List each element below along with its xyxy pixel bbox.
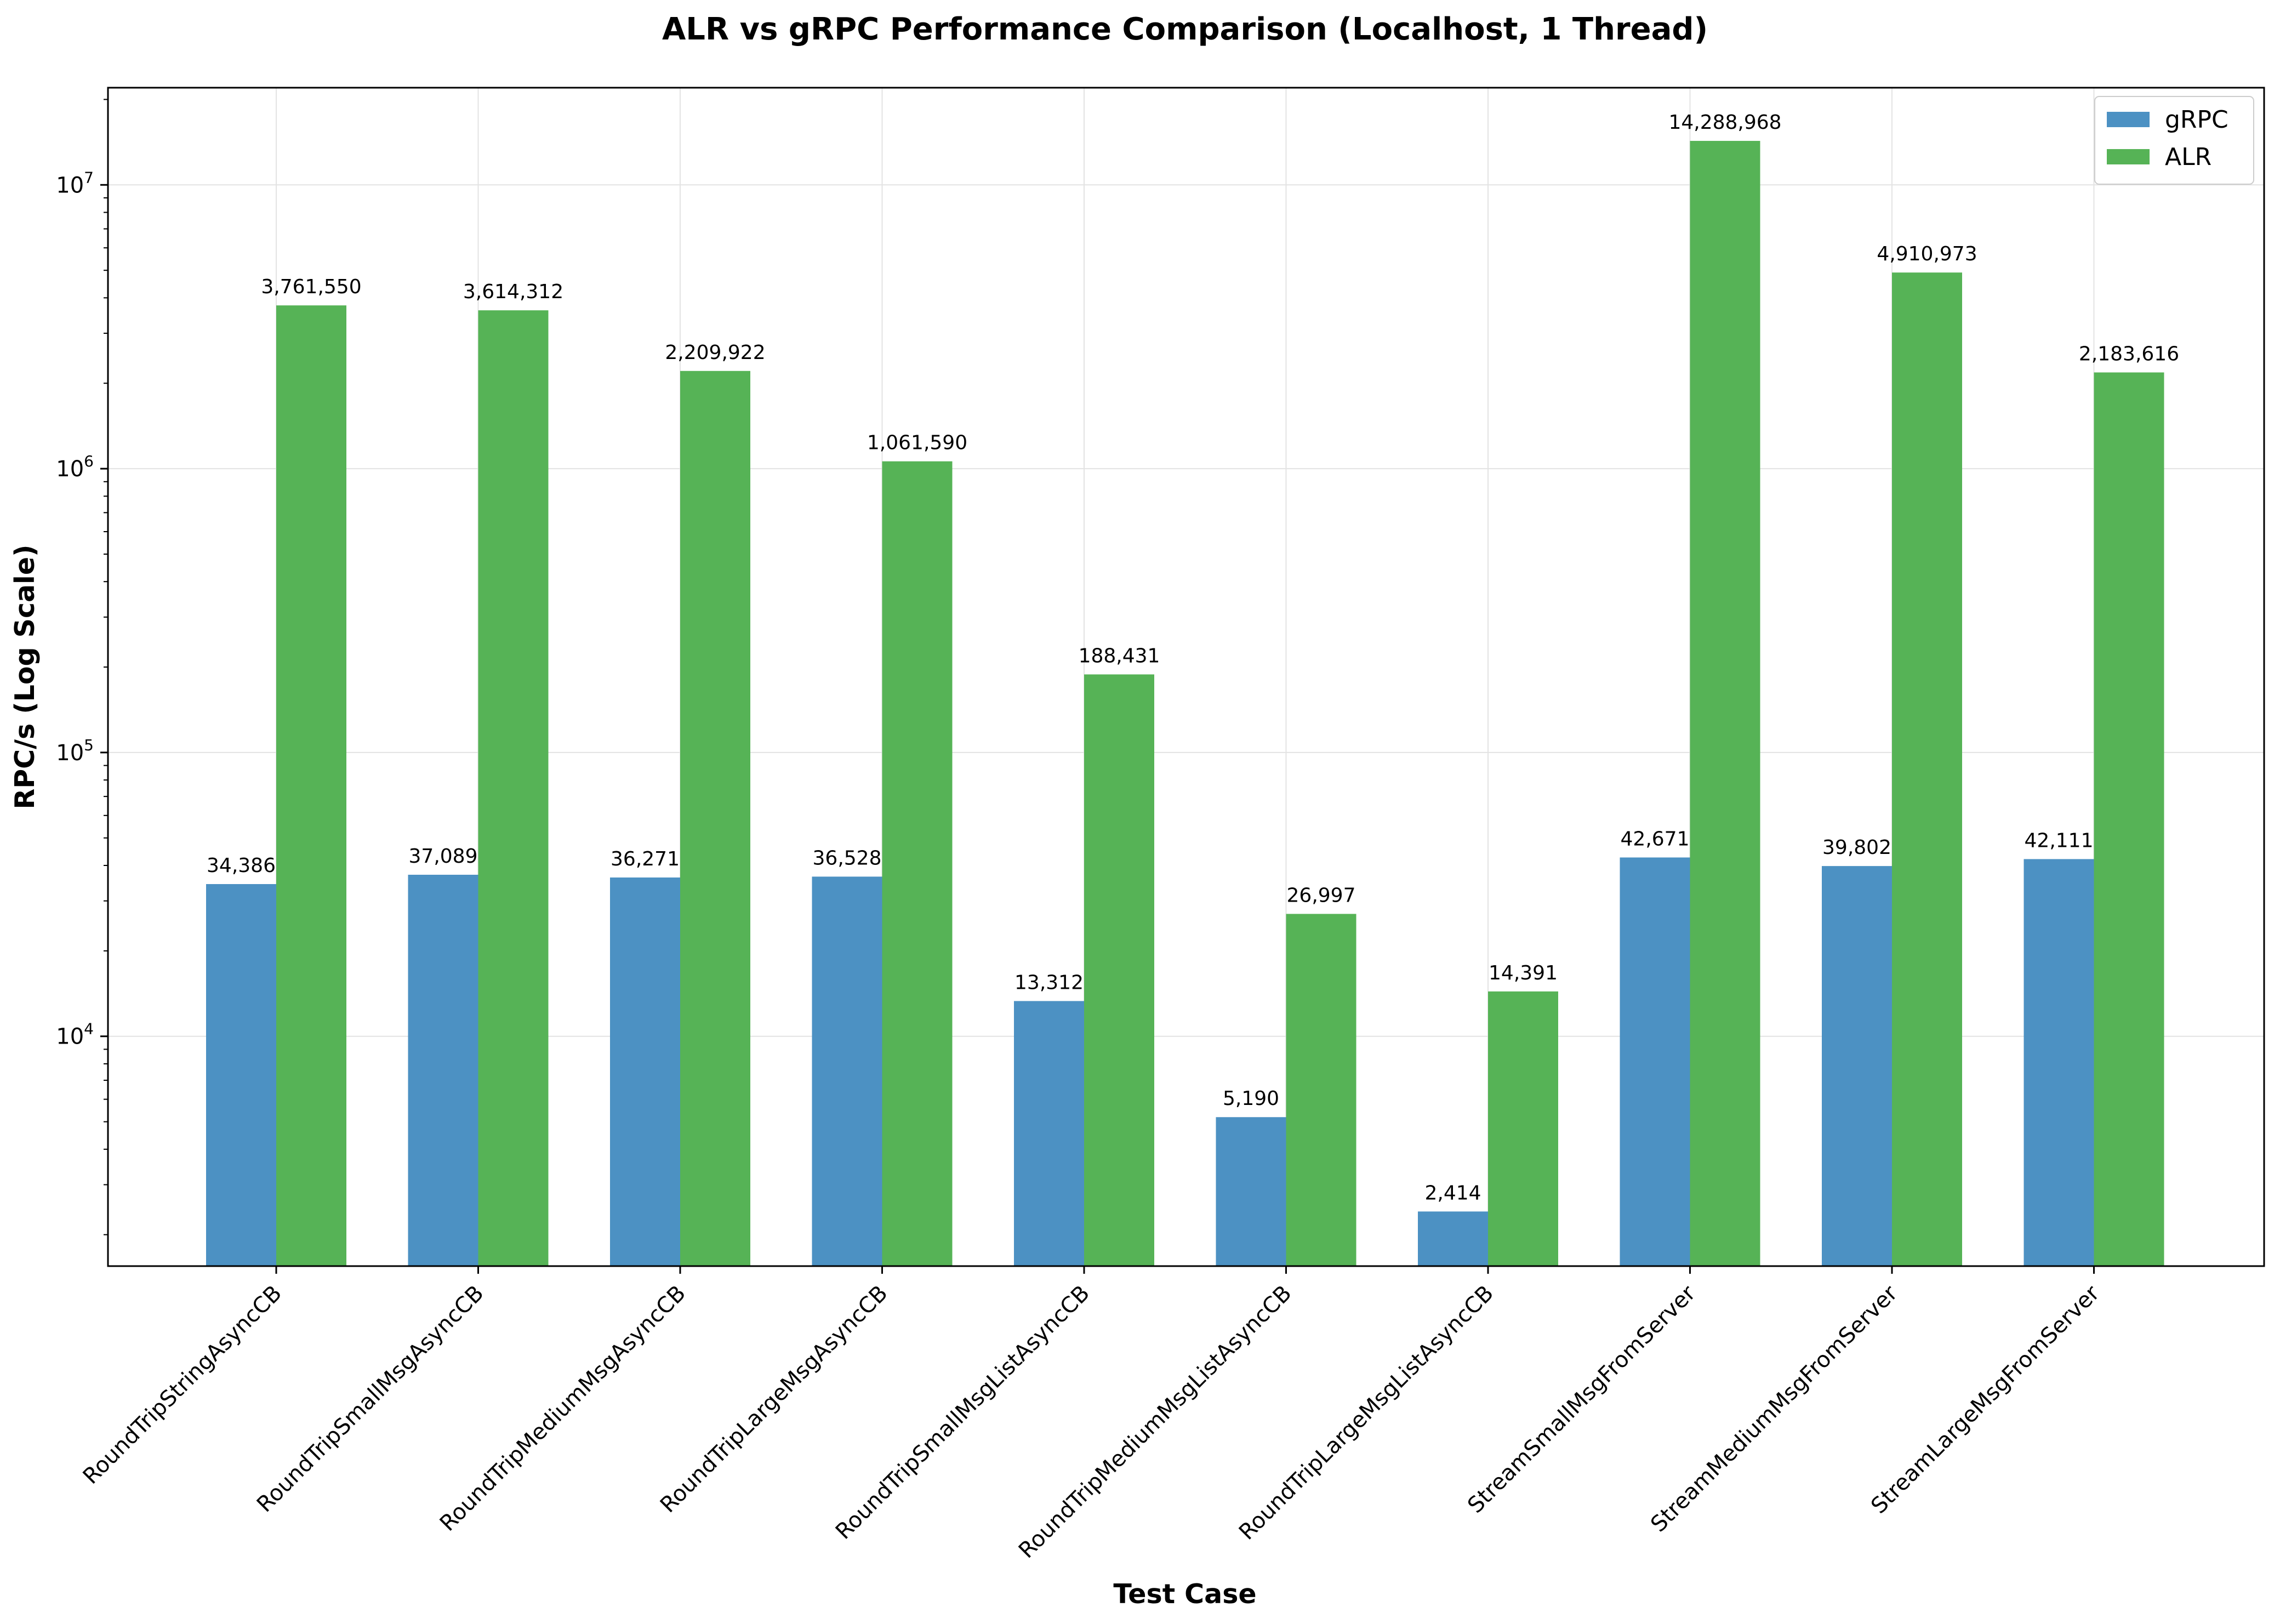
y-tick-label: 104: [56, 1020, 94, 1050]
alr-value-label: 2,209,922: [665, 341, 765, 364]
alr-value-label: 4,910,973: [1877, 243, 1977, 265]
grpc-bar: [1620, 857, 1690, 1266]
grpc-value-label: 2,414: [1424, 1182, 1481, 1204]
alr-value-label: 14,288,968: [1668, 111, 1781, 134]
alr-bar: [2094, 372, 2164, 1266]
value-labels: 34,386 37,089 36,271 36,528 13,312 5,190 2,414…: [207, 111, 2179, 1204]
y-tick-label: 105: [56, 736, 94, 766]
legend: gRPC ALR: [2094, 96, 2254, 185]
y-tick-label: 107: [56, 168, 94, 198]
grpc-value-label: 42,111: [2025, 829, 2094, 852]
grpc-bar: [1216, 1117, 1286, 1266]
grpc-value-label: 42,671: [1621, 828, 1690, 850]
legend-swatch: [2107, 149, 2150, 164]
grpc-value-label: 37,089: [409, 845, 478, 868]
grpc-bar: [610, 877, 680, 1266]
grpc-bar: [812, 876, 882, 1266]
alr-bar: [478, 310, 549, 1267]
alr-value-label: 1,061,590: [867, 432, 967, 454]
grpc-value-label: 36,271: [611, 848, 680, 870]
alr-bar: [276, 305, 346, 1267]
legend-label: ALR: [2165, 143, 2211, 171]
alr-value-label: 2,183,616: [2079, 343, 2179, 365]
alr-bar: [680, 371, 750, 1266]
grpc-bar: [1418, 1211, 1488, 1266]
grpc-value-label: 36,528: [813, 847, 882, 869]
alr-value-label: 14,391: [1489, 962, 1558, 984]
alr-bar: [1286, 914, 1356, 1266]
plot-frame: [107, 87, 2265, 1267]
grpc-bar: [206, 884, 276, 1266]
x-axis-label: Test Case: [1113, 1579, 1256, 1610]
y-axis-label: RPC/s (Log Scale): [9, 545, 41, 810]
y-tick-label: 106: [56, 452, 94, 482]
alr-value-label: 26,997: [1287, 884, 1356, 907]
alr-bar: [1084, 674, 1154, 1266]
grpc-bar: [408, 874, 478, 1266]
alr-bar: [1488, 991, 1558, 1266]
alr-bar: [1892, 272, 1962, 1267]
grpc-value-label: 39,802: [1822, 836, 1891, 859]
alr-value-label: 3,761,550: [261, 276, 361, 298]
legend-swatch: [2107, 112, 2150, 127]
alr-value-label: 3,614,312: [463, 281, 563, 303]
alr-bar: [1690, 141, 1760, 1267]
chart-title: ALR vs gRPC Performance Comparison (Loca…: [662, 12, 1708, 47]
grpc-bar: [1822, 866, 1892, 1266]
alr-bar: [882, 461, 953, 1266]
grpc-value-label: 13,312: [1014, 971, 1084, 994]
legend-label: gRPC: [2165, 106, 2228, 134]
y-axis: 104 105 106 107: [56, 99, 108, 1235]
grpc-value-label: 5,190: [1223, 1087, 1279, 1110]
bars: [206, 141, 2164, 1267]
grpc-bar: [1014, 1001, 1084, 1266]
grpc-value-label: 34,386: [207, 854, 276, 877]
grpc-bar: [2024, 859, 2094, 1266]
alr-value-label: 188,431: [1079, 645, 1160, 667]
